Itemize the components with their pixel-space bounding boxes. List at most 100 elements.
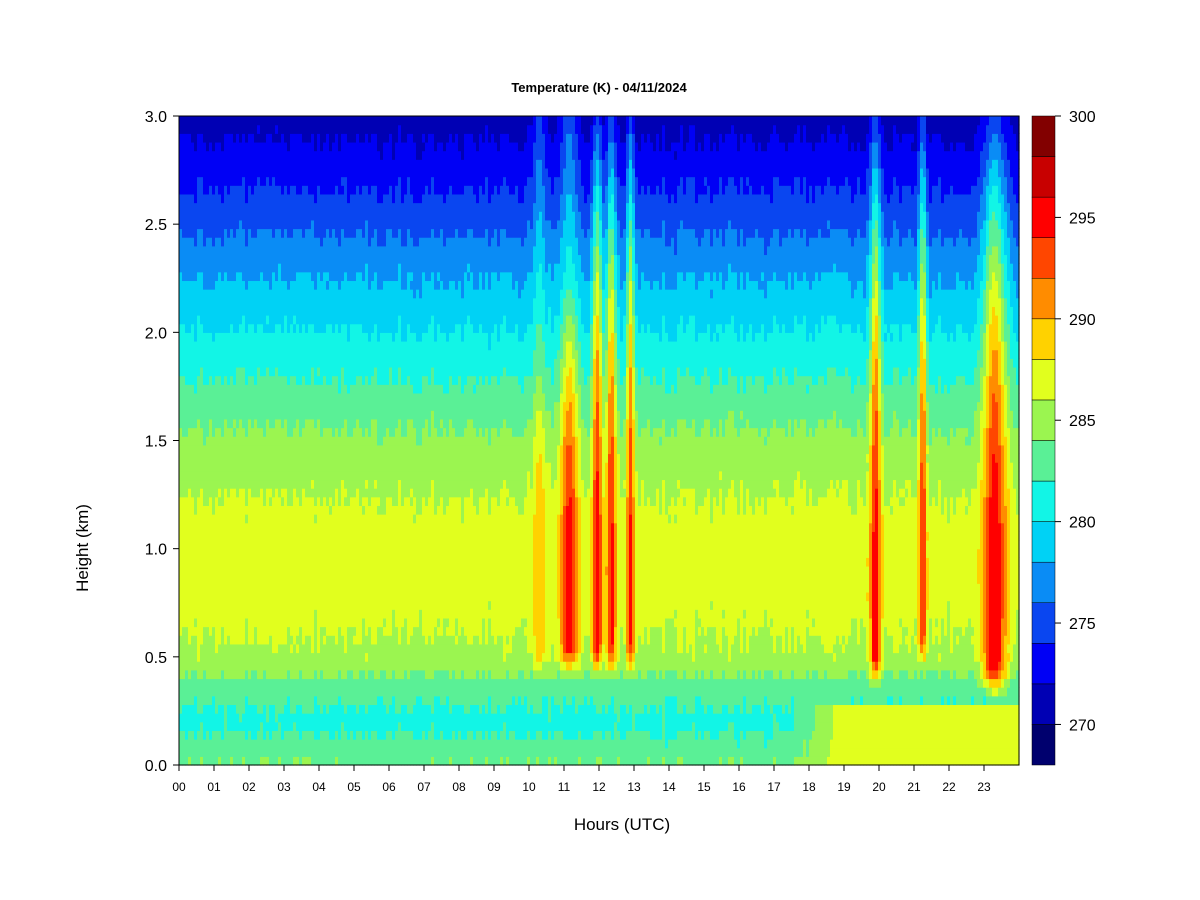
heatmap-cell	[236, 202, 240, 212]
heatmap-cell	[245, 349, 249, 359]
heatmap-cell	[218, 721, 222, 731]
heatmap-cell	[179, 392, 183, 403]
heatmap-cell	[245, 583, 249, 593]
heatmap-cell	[191, 695, 195, 706]
heatmap-cell	[179, 661, 183, 671]
heatmap-cell	[242, 410, 246, 420]
heatmap-cell	[203, 548, 207, 558]
heatmap-cell	[182, 349, 186, 359]
heatmap-cell	[251, 669, 255, 680]
heatmap-cell	[215, 366, 219, 377]
heatmap-cell	[242, 669, 246, 680]
heatmap-cell	[251, 453, 255, 463]
heatmap-cell	[194, 297, 198, 307]
heatmap-cell	[200, 540, 204, 550]
heatmap-cell	[236, 289, 240, 299]
heatmap-cell	[257, 228, 261, 238]
heatmap-cell	[197, 375, 201, 385]
heatmap-cell	[245, 237, 249, 247]
heatmap-cell	[239, 652, 243, 662]
heatmap-cell	[230, 271, 234, 282]
heatmap-cell	[209, 721, 213, 731]
heatmap-cell	[188, 643, 192, 654]
heatmap-cell	[236, 176, 240, 186]
heatmap-cell	[203, 591, 207, 602]
heatmap-cell	[251, 505, 255, 515]
heatmap-cell	[218, 661, 222, 671]
heatmap-cell	[245, 739, 249, 749]
heatmap-cell	[254, 366, 258, 377]
heatmap-cell	[206, 237, 210, 247]
heatmap-cell	[245, 548, 249, 558]
heatmap-cell	[251, 289, 255, 299]
heatmap-cell	[200, 444, 204, 455]
heatmap-cell	[182, 661, 186, 671]
heatmap-cell	[257, 211, 261, 221]
heatmap-cell	[248, 202, 252, 212]
heatmap-cell	[194, 652, 198, 662]
heatmap-cell	[257, 514, 261, 524]
heatmap-cell	[203, 280, 207, 290]
heatmap-cell	[245, 479, 249, 489]
heatmap-cell	[254, 687, 258, 697]
heatmap-cell	[230, 609, 234, 619]
heatmap-cell	[239, 211, 243, 221]
heatmap-cell	[194, 167, 198, 178]
heatmap-cell	[218, 193, 222, 204]
heatmap-cell	[203, 375, 207, 385]
heatmap-cell	[206, 470, 210, 481]
heatmap-cell	[191, 332, 195, 342]
heatmap-cell	[191, 150, 195, 160]
heatmap-cell	[203, 488, 207, 498]
heatmap-cell	[212, 496, 216, 506]
heatmap-cell	[242, 548, 246, 558]
heatmap-cell	[215, 652, 219, 662]
heatmap-cell	[230, 479, 234, 489]
heatmap-cell	[206, 522, 210, 532]
heatmap-cell	[218, 470, 222, 481]
heatmap-cell	[215, 496, 219, 506]
heatmap-cell	[185, 453, 189, 463]
heatmap-cell	[182, 514, 186, 524]
heatmap-cell	[254, 730, 258, 740]
heatmap-cell	[239, 557, 243, 567]
heatmap-cell	[233, 652, 237, 662]
heatmap-cell	[257, 557, 261, 567]
heatmap-cell	[248, 505, 252, 515]
heatmap-cell	[209, 583, 213, 593]
heatmap-cell	[182, 739, 186, 749]
heatmap-cell	[197, 574, 201, 584]
heatmap-cell	[182, 271, 186, 282]
heatmap-cell	[188, 488, 192, 498]
heatmap-cell	[248, 721, 252, 731]
heatmap-cell	[221, 297, 225, 307]
heatmap-cell	[209, 453, 213, 463]
heatmap-cell	[251, 600, 255, 610]
heatmap-cell	[185, 323, 189, 333]
heatmap-cell	[191, 505, 195, 515]
heatmap-cell	[188, 237, 192, 247]
heatmap-cell	[227, 574, 231, 584]
heatmap-cell	[224, 176, 228, 186]
heatmap-cell	[242, 730, 246, 740]
heatmap-cell	[218, 228, 222, 238]
heatmap-cell	[227, 488, 231, 498]
heatmap-cell	[206, 678, 210, 688]
heatmap-cell	[209, 237, 213, 247]
heatmap-cell	[221, 254, 225, 264]
heatmap-cell	[224, 462, 228, 472]
heatmap-cell	[251, 254, 255, 264]
heatmap-cell	[179, 150, 183, 160]
heatmap-cell	[197, 401, 201, 411]
heatmap-cell	[194, 306, 198, 316]
heatmap-cell	[185, 289, 189, 299]
heatmap-cell	[230, 280, 234, 290]
heatmap-cell	[206, 427, 210, 437]
heatmap-cell	[251, 540, 255, 550]
heatmap-cell	[221, 756, 225, 766]
heatmap-cell	[224, 219, 228, 230]
heatmap-cell	[191, 687, 195, 697]
heatmap-cell	[197, 695, 201, 706]
heatmap-cell	[203, 401, 207, 411]
heatmap-cell	[236, 124, 240, 134]
